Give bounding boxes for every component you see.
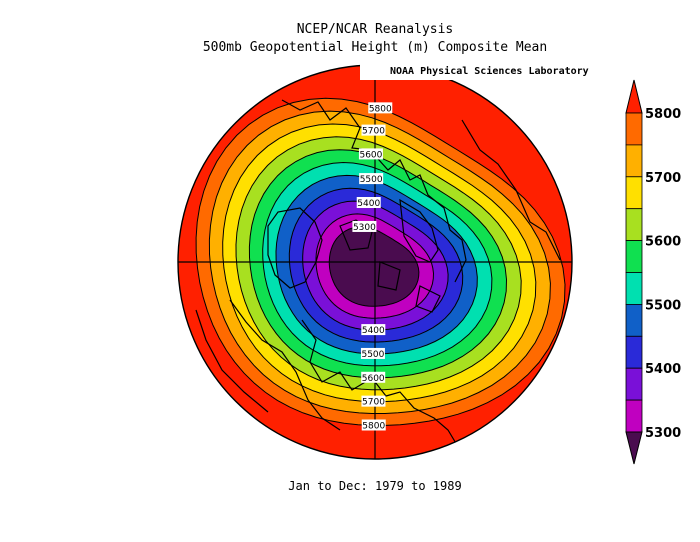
colorbar-band: [625, 399, 643, 433]
contour-label: 5400: [361, 324, 386, 336]
colorbar-band: [625, 335, 643, 369]
coastline-africa: [195, 309, 269, 413]
colorbar-tick-label: 5600: [645, 235, 681, 250]
contour-line: [248, 149, 508, 379]
colorbar-tick-label: 5300: [645, 426, 681, 441]
svg-text:5500: 5500: [360, 175, 383, 185]
svg-text:5300: 5300: [353, 223, 376, 233]
colorbar-band: [625, 208, 643, 241]
contour-label: 5500: [360, 347, 385, 360]
contour-line: [275, 174, 478, 355]
contour-label: 5400: [356, 197, 381, 209]
svg-text:5800: 5800: [369, 104, 392, 114]
svg-text:5700: 5700: [362, 127, 385, 137]
contour-label: 5700: [361, 395, 386, 408]
svg-text:5500: 5500: [361, 350, 384, 360]
time-period-label: Jan to Dec: 1979 to 1989: [288, 479, 462, 493]
contour-label: 5800: [361, 419, 386, 431]
contour-label: 5800: [368, 102, 393, 114]
colorbar-band: [625, 176, 643, 210]
svg-text:5400: 5400: [357, 199, 380, 209]
contour-line: [222, 123, 537, 403]
contour-line-layer: [195, 97, 566, 427]
contour-line: [262, 161, 493, 367]
contour-line: [235, 136, 522, 391]
colorbar-band: [625, 303, 643, 337]
contour-label: 5500: [359, 173, 384, 185]
contour-label-layer: 5300 5400 5500 5600 5700 5800 5400 5500 5600 5700…: [352, 102, 393, 431]
colorbar-tick-label: 5400: [645, 362, 681, 377]
colorbar-band: [625, 367, 643, 401]
colorbar-tick-label: 5700: [645, 171, 681, 186]
colorbar-tick-label: 5500: [645, 298, 681, 313]
contour-line: [208, 110, 551, 414]
coastline-north-america: [281, 99, 467, 283]
contour-line: [328, 226, 420, 307]
svg-text:5400: 5400: [362, 326, 385, 336]
svg-text:5700: 5700: [362, 398, 385, 408]
contour-line: [195, 97, 566, 427]
colorbar-min-triangle: [625, 431, 643, 465]
credit-label: NOAA Physical Sciences Laboratory: [360, 64, 589, 80]
coastline-east-asia: [461, 119, 561, 261]
coastline-hudson-bay: [399, 198, 439, 263]
contour-line: [302, 200, 449, 331]
chart-subtitle: 500mb Geopotential Height (m) Composite …: [202, 40, 548, 55]
colorbar-band: [625, 144, 643, 178]
svg-text:5600: 5600: [362, 374, 385, 384]
coastline-europe: [229, 299, 341, 431]
contour-label: 5700: [361, 124, 386, 137]
contour-label: 5300: [352, 220, 377, 233]
colorbar-band: [625, 240, 643, 273]
contour-line: [315, 213, 435, 319]
colorbar-max-triangle: [625, 79, 643, 114]
contour-label: 5600: [361, 371, 386, 384]
svg-text:5600: 5600: [359, 150, 382, 160]
contour-line: [288, 187, 464, 343]
chart-title: NCEP/NCAR Reanalysis: [296, 22, 454, 37]
svg-text:5800: 5800: [362, 421, 385, 431]
colorbar-band: [625, 272, 643, 305]
colorbar-tick-label: 5800: [645, 107, 681, 122]
contour-label: 5600: [358, 148, 383, 160]
colorbar-band: [625, 112, 643, 146]
